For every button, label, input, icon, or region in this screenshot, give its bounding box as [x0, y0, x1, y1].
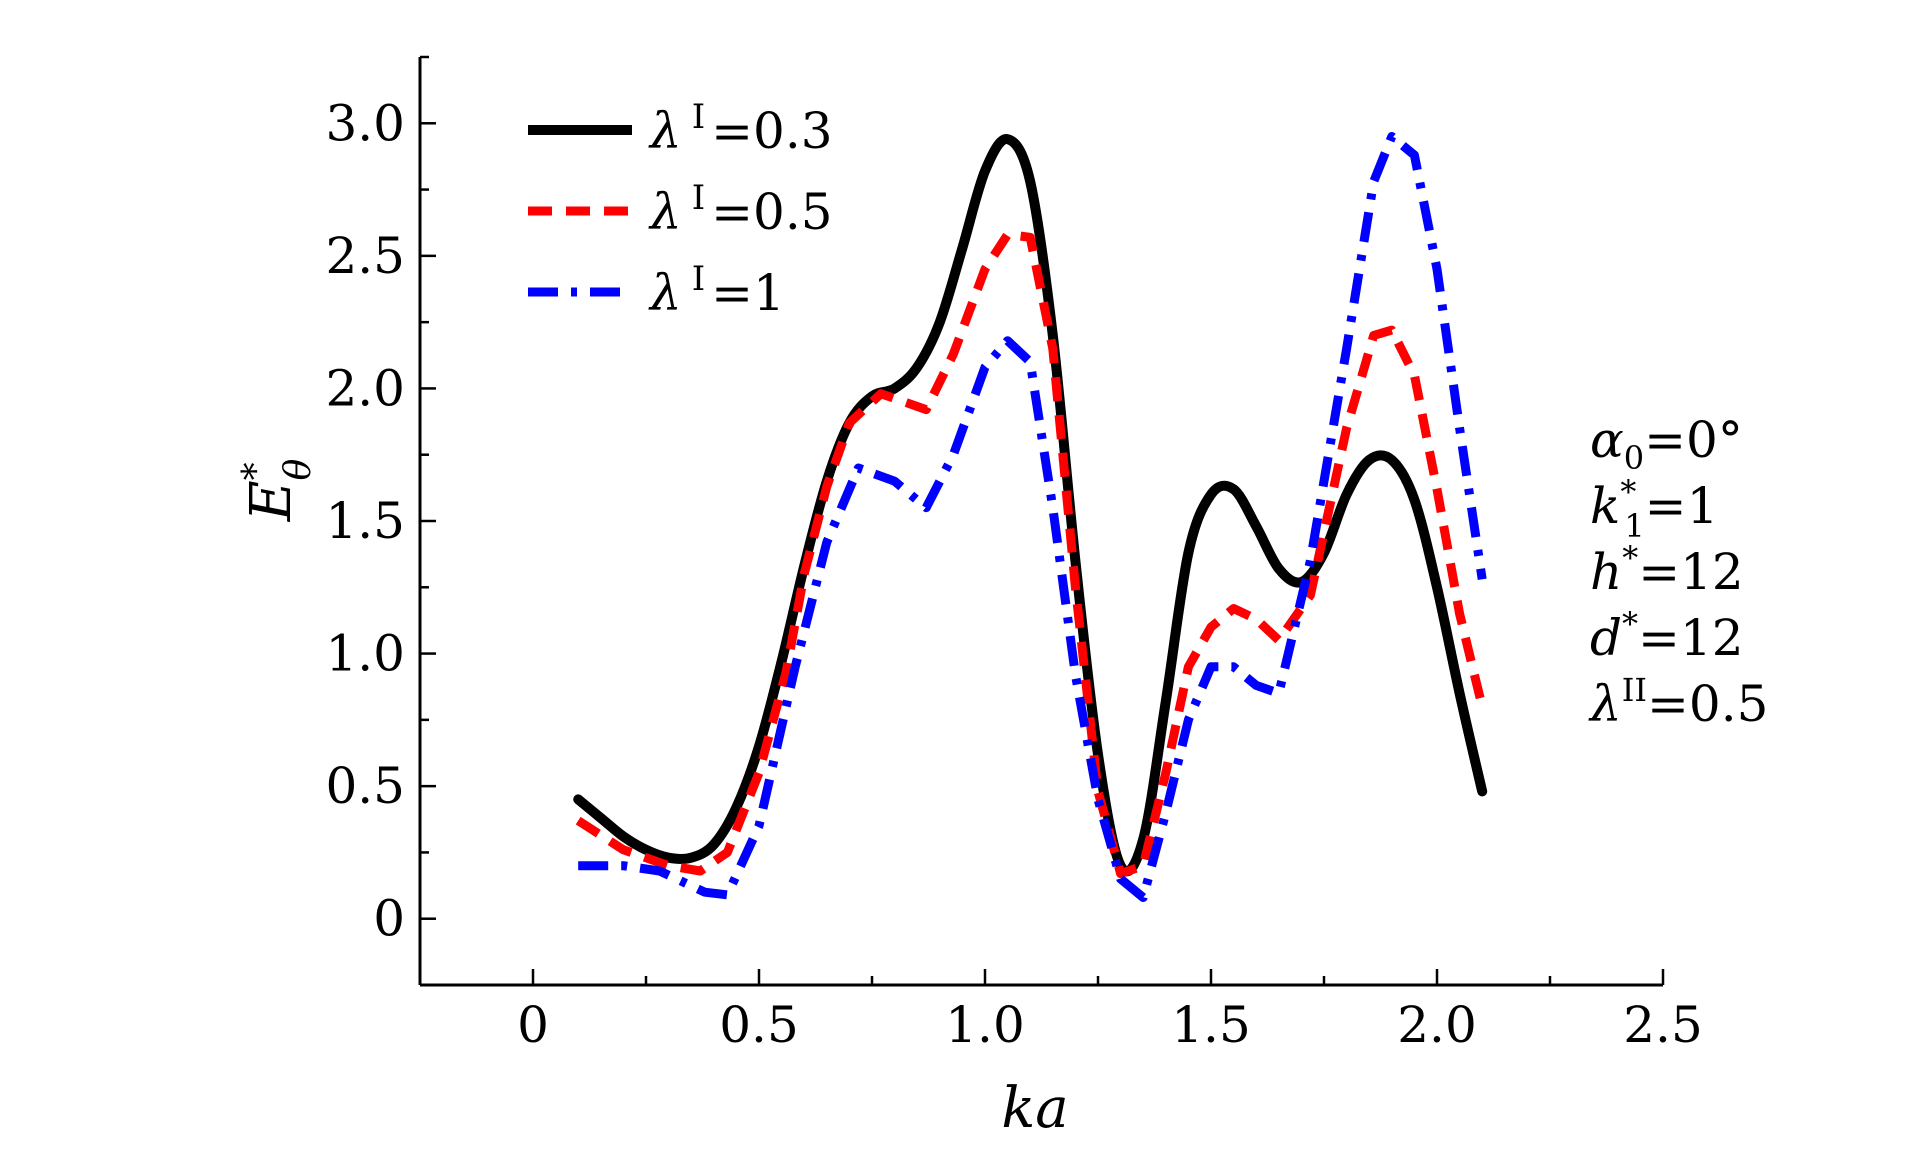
x-tick-label: 1.0 — [945, 996, 1025, 1054]
svg-text:E*θ: E*θ — [236, 458, 319, 522]
annotation-3: h*=12 — [1590, 539, 1744, 601]
x-tick-label: 0 — [517, 996, 549, 1054]
axes: 0 0.5 1.0 1.5 2.0 2.5 0 0.5 1.0 1.5 2.0 2.5 3.0 — [325, 55, 1703, 1054]
legend-label-2: λ I =0.5 — [648, 178, 833, 241]
series-line-3 — [578, 132, 1487, 902]
series-line-1 — [573, 134, 1488, 877]
legend: λ I =0.3 λ I =0.5 λ I =1 — [528, 97, 833, 322]
annotation-4: d*=12 — [1590, 605, 1744, 667]
x-tick-label: 2.0 — [1397, 996, 1477, 1054]
y-tick-label: 3.0 — [325, 94, 405, 152]
y-tick-label: 0.5 — [325, 757, 405, 815]
y-axis-label-subscript: θ — [278, 458, 319, 480]
legend-label-3: λ I =1 — [648, 259, 785, 322]
x-axis-label: ka — [1001, 1076, 1068, 1141]
y-axis-label-superscript: * — [236, 462, 277, 480]
y-axis-label: E — [239, 480, 304, 522]
x-tick-label: 2.5 — [1623, 996, 1703, 1054]
series-line-2 — [575, 230, 1487, 879]
series-group — [573, 132, 1488, 902]
annotation-1: α0=0° — [1590, 411, 1743, 477]
annotation-2: k* 1=1 — [1590, 473, 1718, 545]
x-axis-title: ka — [1001, 1076, 1068, 1141]
y-tick-label: 1.0 — [325, 625, 405, 683]
y-tick-label: 2.0 — [325, 359, 405, 417]
y-axis-title: E*θ — [236, 458, 319, 522]
legend-label-1: λ I =0.3 — [648, 97, 833, 160]
y-tick-label: 2.5 — [325, 227, 405, 285]
y-tick-label: 1.5 — [325, 492, 405, 550]
annotation-5: λII=0.5 — [1588, 671, 1768, 733]
x-tick-label: 0.5 — [719, 996, 799, 1054]
x-tick-label: 1.5 — [1171, 996, 1251, 1054]
y-tick-label: 0 — [373, 890, 405, 948]
